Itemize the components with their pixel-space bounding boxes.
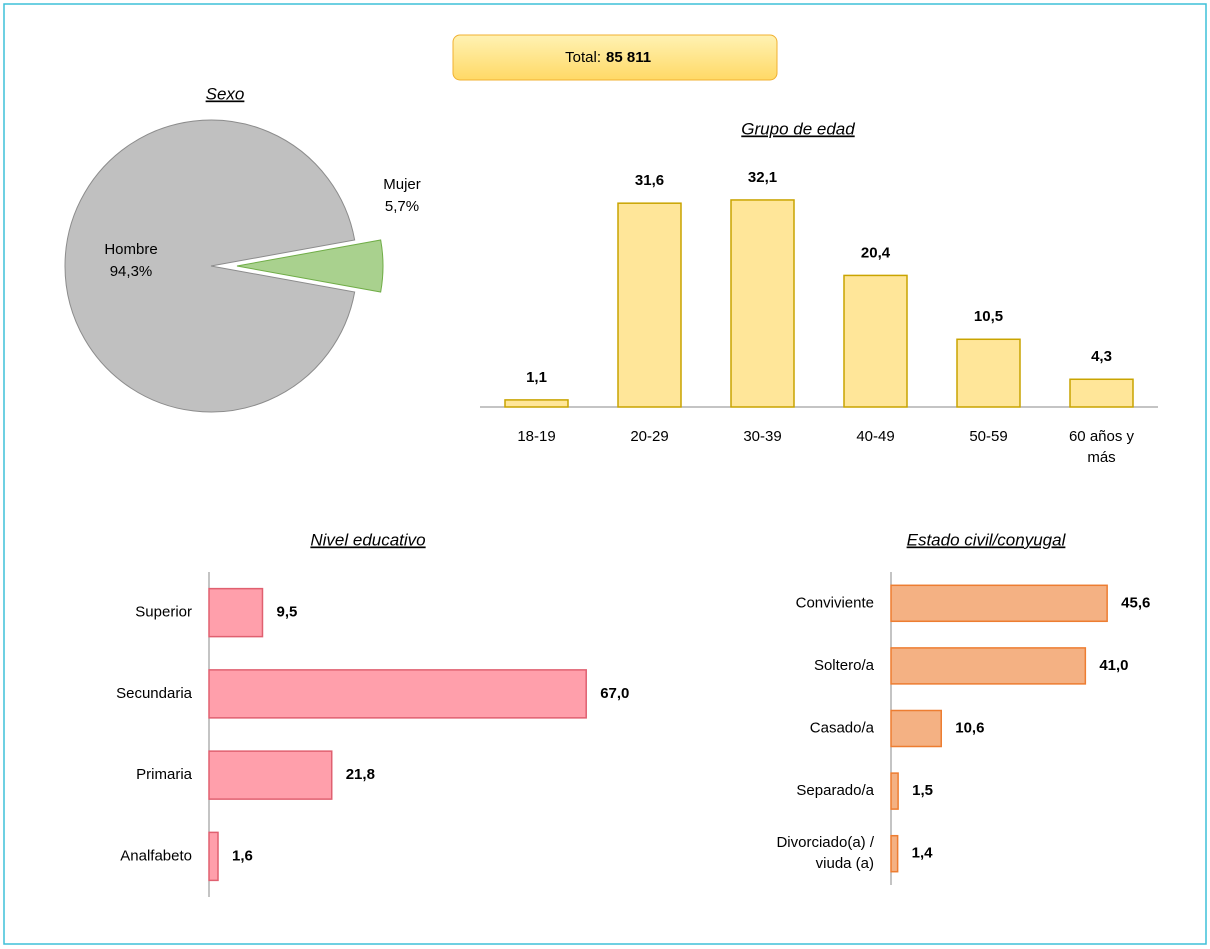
category-label: 20-29 — [630, 428, 668, 445]
bar — [1069, 378, 1134, 408]
frame — [3, 3, 1207, 945]
value-label: 9,5 — [276, 604, 297, 621]
category-label: 30-39 — [743, 428, 781, 445]
value-label: 1,4 — [912, 845, 934, 862]
category-label: Primaria — [136, 766, 192, 783]
category-label: 50-59 — [969, 428, 1007, 445]
bar — [843, 274, 908, 408]
bar — [890, 834, 899, 873]
value-label: 4,3 — [1091, 348, 1112, 365]
chart-title: Nivel educativo — [310, 530, 425, 549]
value-label: 10,5 — [974, 308, 1003, 325]
category-label: Casado/a — [810, 719, 875, 736]
value-label: 31,6 — [635, 172, 664, 189]
value-label: 32,1 — [748, 169, 777, 186]
total-box — [452, 34, 778, 81]
slice-value: 5,7% — [385, 198, 419, 215]
category-label: Secundaria — [116, 685, 193, 702]
category-label: Divorciado(a) / viuda (a) — [776, 834, 874, 872]
slice-label: Hombre — [104, 241, 157, 258]
chart-title: Grupo de edad — [741, 119, 855, 138]
value-label: 45,6 — [1121, 594, 1150, 611]
bar — [956, 338, 1021, 408]
value-label: 1,5 — [912, 782, 933, 799]
category-label: Conviviente — [796, 594, 874, 611]
bar — [208, 587, 264, 638]
value-label: 10,6 — [955, 719, 984, 736]
bar — [617, 202, 682, 408]
chart-title: Estado civil/conyugal — [907, 530, 1067, 549]
bar — [890, 584, 1108, 623]
bar — [890, 709, 942, 748]
bar — [208, 669, 587, 719]
pie-slice — [64, 119, 356, 413]
chart-title: Sexo — [206, 84, 245, 103]
value-label: 1,6 — [232, 847, 253, 864]
category-label: Separado/a — [796, 782, 874, 799]
bar — [890, 772, 899, 810]
bar — [504, 399, 569, 408]
category-label: 18-19 — [517, 428, 555, 445]
value-label: 41,0 — [1099, 657, 1128, 674]
category-label: 40-49 — [856, 428, 894, 445]
category-label: Analfabeto — [120, 847, 192, 864]
category-label: 60 años y más — [1069, 428, 1135, 466]
value-label: 1,1 — [526, 369, 547, 386]
category-label: Soltero/a — [814, 657, 875, 674]
value-label: 21,8 — [346, 766, 375, 783]
slice-value: 94,3% — [110, 263, 153, 280]
bar — [890, 647, 1087, 685]
value-label: 20,4 — [861, 244, 891, 261]
bar — [730, 199, 795, 408]
bar — [208, 750, 333, 800]
category-label: Superior — [135, 604, 192, 621]
total-value: 85 811 — [606, 49, 651, 66]
slice-label: Mujer — [383, 176, 421, 193]
pie-slice — [236, 239, 384, 293]
total-label: Total: — [565, 49, 601, 66]
bar — [208, 831, 219, 882]
value-label: 67,0 — [600, 685, 629, 702]
